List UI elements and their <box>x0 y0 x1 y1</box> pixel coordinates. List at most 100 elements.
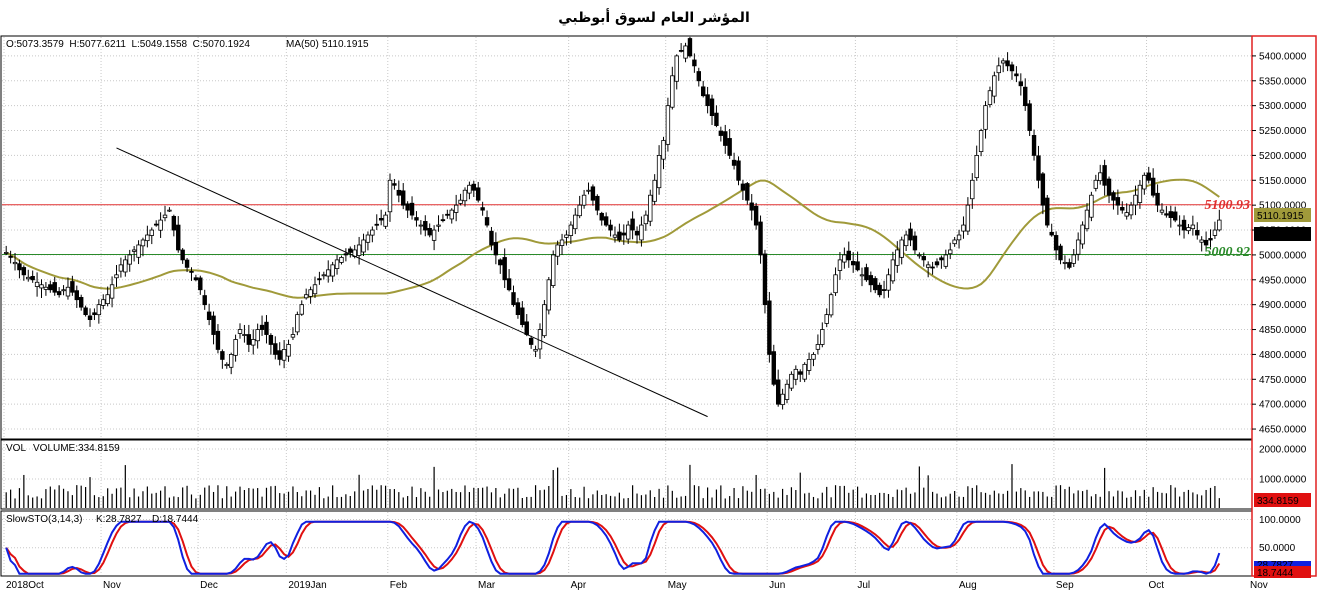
stoch-k-line <box>5 520 1221 575</box>
month-label: 2019Jan <box>288 580 326 591</box>
candle-body <box>983 105 988 130</box>
candle-body <box>780 393 785 406</box>
price-tick-label: 4950.0000 <box>1259 275 1307 286</box>
candle-body <box>1009 64 1015 72</box>
candle-body <box>930 266 935 269</box>
month-label: May <box>668 580 687 591</box>
candle-body <box>193 277 199 281</box>
price-tick-label: 5400.0000 <box>1259 51 1307 62</box>
candle-body <box>890 259 896 282</box>
candle-body <box>1120 206 1125 211</box>
candle-body <box>648 194 653 222</box>
candle-body <box>1027 103 1032 131</box>
candlestick-series <box>4 36 1222 410</box>
candle-body <box>758 221 763 256</box>
candle-body <box>1164 213 1169 216</box>
candle-body <box>308 289 313 297</box>
candle-body <box>299 304 304 315</box>
candle-body <box>396 189 402 196</box>
candle-body <box>1067 262 1072 268</box>
candle-body <box>431 229 437 241</box>
price-tick-label: 5200.0000 <box>1259 151 1307 162</box>
candle-body <box>696 71 701 82</box>
candle-body <box>886 274 891 291</box>
candle-body <box>626 224 631 240</box>
candle-body <box>480 207 485 211</box>
candle-body <box>127 254 132 265</box>
candle-body <box>145 234 150 242</box>
month-label: Jul <box>857 580 870 591</box>
candle-body <box>1102 165 1107 186</box>
candle-body <box>189 270 194 273</box>
ma-label: MA(50) <box>286 39 319 50</box>
candle-body <box>374 223 379 226</box>
candle-body <box>1071 254 1076 264</box>
candle-body <box>762 253 768 306</box>
axis-badges: 5110.1915 5070.1924 334.8159 28.7827 18.… <box>1254 208 1311 579</box>
price-tick-label: 5100.0000 <box>1259 201 1307 212</box>
candle-body <box>153 223 159 226</box>
candle-body <box>573 214 578 230</box>
candle-body <box>617 231 622 241</box>
candle-body <box>828 294 834 316</box>
volume-tick-label: 1000.0000 <box>1259 475 1307 486</box>
candle-body <box>1115 197 1121 206</box>
stoch-d-badge <box>1254 566 1311 578</box>
candle-body <box>590 186 596 201</box>
candle-body <box>440 219 446 222</box>
candle-body <box>215 330 221 350</box>
stoch-label: SlowSTO(3,14,3) <box>6 514 83 525</box>
price-axis: 5400.0000 5350.0000 5300.0000 5250.0000 5200… <box>1252 51 1307 554</box>
candle-body <box>378 218 384 221</box>
candle-body <box>365 234 371 243</box>
month-label: 2018Oct <box>6 580 44 591</box>
candle-body <box>83 307 88 316</box>
candle-body <box>740 183 746 191</box>
candle-body <box>687 38 693 57</box>
candle-body <box>974 155 979 179</box>
candle-body <box>1023 86 1028 107</box>
month-label: Nov <box>1250 580 1268 591</box>
candle-body <box>815 344 821 350</box>
candle-body <box>123 259 128 273</box>
stoch-k-value: K:28.7827 <box>96 514 142 525</box>
candle-body <box>595 195 600 211</box>
price-tick-label: 5300.0000 <box>1259 101 1307 112</box>
ma-50-line <box>5 178 1220 299</box>
candle-body <box>136 244 141 258</box>
candle-body <box>533 349 538 352</box>
candle-body <box>1018 81 1024 87</box>
candle-body <box>228 354 234 368</box>
candle-body <box>956 234 962 241</box>
candle-body <box>1106 178 1112 196</box>
candle-body <box>202 295 207 306</box>
candle-body <box>736 160 741 181</box>
candle-body <box>634 230 640 236</box>
candle-body <box>34 281 40 287</box>
candle-body <box>1053 235 1059 251</box>
candle-body <box>899 239 904 258</box>
candle-body <box>731 159 737 166</box>
ma-value: 5110.1915 <box>322 39 369 50</box>
candle-body <box>264 321 269 335</box>
candle-body <box>970 179 975 200</box>
candle-body <box>61 289 66 292</box>
candle-body <box>1177 224 1182 227</box>
month-label: Sep <box>1056 580 1074 591</box>
candle-body <box>1098 172 1103 182</box>
candle-body <box>528 337 534 345</box>
candle-body <box>48 284 53 291</box>
candle-body <box>78 297 84 308</box>
candle-body <box>268 335 274 345</box>
candle-body <box>1150 177 1156 196</box>
month-label: Dec <box>200 580 218 591</box>
candle-body <box>361 239 366 253</box>
candle-body <box>846 250 851 261</box>
candle-body <box>811 354 816 360</box>
stoch-tick-label: 50.0000 <box>1259 543 1296 554</box>
candle-body <box>370 229 375 236</box>
candle-body <box>290 334 296 338</box>
candle-body <box>1049 231 1054 236</box>
candle-body <box>184 259 190 268</box>
